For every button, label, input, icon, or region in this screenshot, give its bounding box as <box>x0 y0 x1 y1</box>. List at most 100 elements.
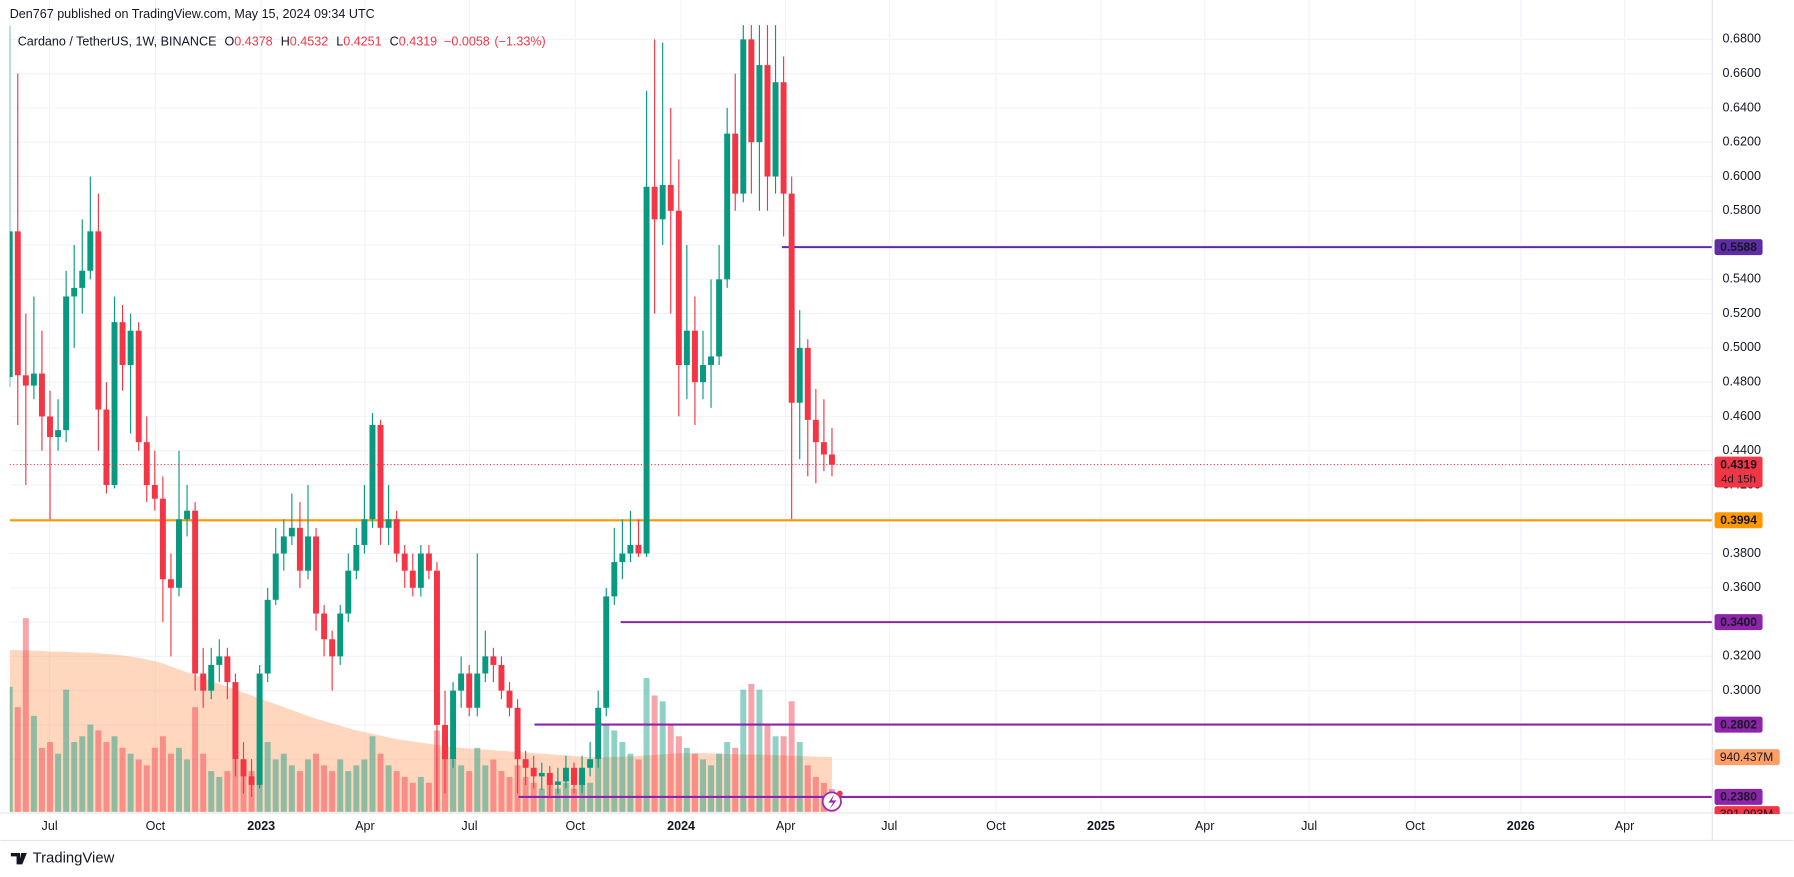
candle-body <box>466 673 473 708</box>
candle-body <box>788 193 795 403</box>
candle-body <box>490 656 497 665</box>
y-tick-label: 0.6600 <box>1723 66 1761 80</box>
volume-bar <box>288 765 295 812</box>
time-axis: Jul Oct 2023 Apr Jul Oct 2024 Apr Jul Oct 2025 Apr J… <box>42 819 1635 833</box>
volume-bar <box>305 759 311 812</box>
legend: Cardano / TetherUS, 1W, BINANCE O0.4378 H0… <box>18 35 546 49</box>
volume-bar <box>329 771 336 812</box>
volume-bar <box>635 759 642 812</box>
volume-bar <box>651 695 658 812</box>
candle-body <box>716 279 723 357</box>
volume-bar <box>804 765 811 812</box>
candle-body <box>595 707 602 760</box>
volume-ma-area <box>9 650 832 812</box>
last-price-box <box>1714 456 1763 488</box>
volume-bar <box>119 747 126 812</box>
volume-bar <box>683 747 690 812</box>
candle-body <box>474 673 481 708</box>
volume-bar <box>264 742 271 812</box>
volume-bar <box>296 771 303 812</box>
candle-body <box>579 767 586 785</box>
volume-bar <box>71 742 78 812</box>
candle-body <box>627 544 634 554</box>
volume-bar <box>474 747 481 812</box>
volume-bar <box>345 771 352 812</box>
candle-body <box>780 82 787 194</box>
x-tick-label: Oct <box>146 819 166 833</box>
volume-bar <box>458 765 465 812</box>
candle-body <box>530 767 537 777</box>
volume-bar <box>716 753 723 812</box>
candle-body <box>619 553 626 563</box>
x-tick-label: 2026 <box>1507 819 1535 833</box>
volume-bar <box>409 782 416 812</box>
volume-bar <box>385 765 392 812</box>
volume-bar <box>595 759 602 812</box>
volume-bar <box>667 724 674 812</box>
volume-bar <box>232 759 239 812</box>
volume-bar <box>87 724 94 812</box>
volume-bar <box>14 707 21 812</box>
x-tick-label: 2023 <box>247 819 275 833</box>
volume-bar <box>280 753 287 812</box>
candle-body <box>103 409 110 485</box>
volume-bar <box>353 765 360 812</box>
candle-body <box>47 416 53 438</box>
x-tick-label: Jul <box>881 819 897 833</box>
candle-body <box>659 185 666 220</box>
volume-bar <box>159 736 166 812</box>
level-label-box <box>1714 788 1763 805</box>
candle-body <box>159 498 166 580</box>
volume-bar <box>425 782 432 812</box>
volume-ma-label-box <box>1714 749 1780 766</box>
y-tick-label: 0.6000 <box>1723 169 1761 183</box>
candle-body <box>95 231 102 410</box>
legend-change-pct: (−1.33%) <box>494 35 545 49</box>
brand-logo <box>10 852 27 865</box>
volume-bar <box>337 759 344 812</box>
volume-bar <box>167 753 174 812</box>
volume-bar <box>184 759 191 812</box>
x-tick-label: Jul <box>42 819 58 833</box>
y-tick-label: 0.3200 <box>1723 649 1761 663</box>
candle-body <box>675 210 682 366</box>
x-tick-label: Apr <box>776 819 796 833</box>
candle-body <box>635 544 642 554</box>
candle-body <box>804 347 811 420</box>
y-tick-label: 0.6800 <box>1723 32 1761 46</box>
candle-body <box>337 613 344 657</box>
candle-body <box>587 759 594 768</box>
volume-bar <box>796 742 803 812</box>
candle-body <box>135 330 142 443</box>
candle-body <box>401 553 408 571</box>
candle-body <box>192 510 199 674</box>
candle-body <box>167 579 174 588</box>
candle-body <box>208 664 215 691</box>
volume-bar <box>627 753 634 812</box>
countdown: 4d 15h <box>1721 473 1756 485</box>
candle-body <box>651 186 658 220</box>
candle-body <box>14 231 21 376</box>
volume-bar <box>401 776 408 812</box>
y-tick-label: 0.4800 <box>1723 374 1761 388</box>
candle-body <box>369 425 376 520</box>
candle-body <box>643 186 650 554</box>
volume-bar <box>22 618 29 812</box>
volume-bar <box>9 686 13 812</box>
candle-body <box>409 570 416 588</box>
volume-bar <box>603 724 610 812</box>
y-tick-label: 0.3600 <box>1723 580 1761 594</box>
volume-bar <box>111 736 118 812</box>
volume-bar <box>691 753 698 812</box>
candle-body <box>756 65 763 143</box>
candle-body <box>498 664 505 691</box>
volume-bar <box>143 765 150 812</box>
candle-body <box>611 562 618 597</box>
candle-body <box>732 133 739 194</box>
volume-bar <box>38 747 45 812</box>
legend-value: 0.4319 <box>399 35 437 49</box>
candle-body <box>425 553 432 571</box>
candle-body <box>700 365 706 383</box>
candle-body <box>119 322 126 366</box>
volume-bar <box>176 747 182 812</box>
